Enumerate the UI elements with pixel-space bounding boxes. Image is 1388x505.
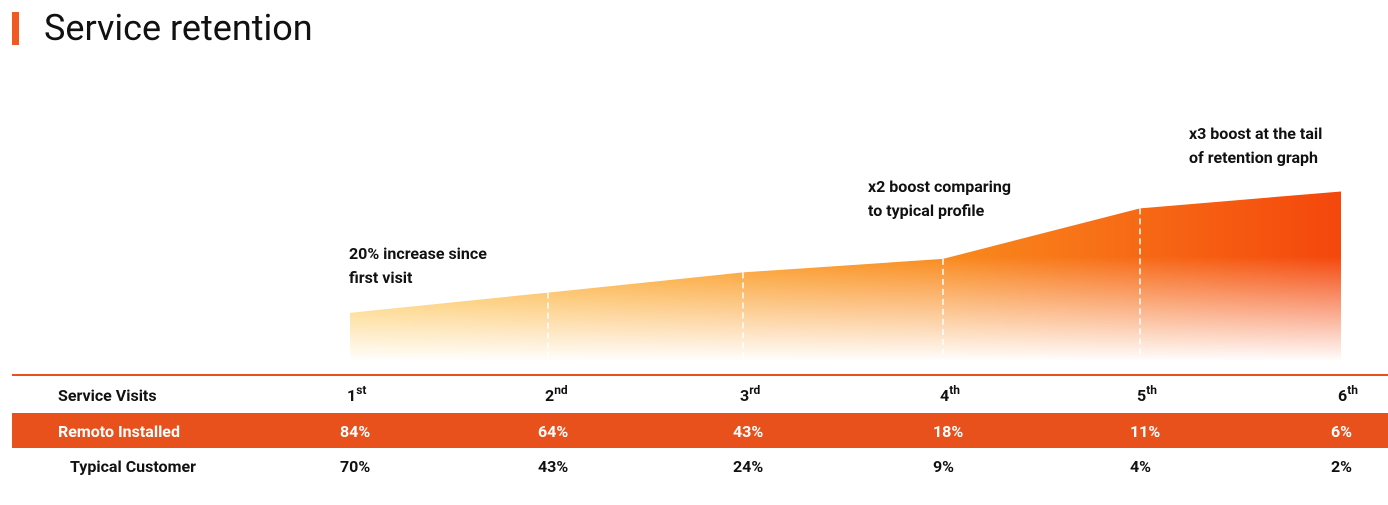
- ordinal-suffix: th: [1347, 383, 1358, 397]
- row-label: Typical Customer: [70, 457, 196, 476]
- ordinal-suffix: th: [949, 383, 960, 397]
- title-accent: [12, 12, 19, 45]
- annotation: x3 boost at the tail: [1189, 124, 1322, 143]
- cell: 64%: [538, 422, 568, 441]
- cell: 84%: [340, 422, 370, 441]
- cell: 2%: [1331, 457, 1352, 476]
- column-header: 4th: [940, 383, 960, 405]
- ordinal-suffix: th: [1146, 383, 1157, 397]
- cell: 24%: [733, 457, 763, 476]
- cell: 43%: [733, 422, 763, 441]
- column-header: 5th: [1137, 383, 1157, 405]
- cell: 9%: [933, 457, 954, 476]
- column-header: 6th: [1338, 383, 1358, 405]
- row-label: Service Visits: [58, 386, 157, 405]
- ordinal: 4: [940, 386, 949, 405]
- title: Service retention: [44, 7, 313, 49]
- cell: 18%: [933, 422, 963, 441]
- ordinal-suffix: rd: [749, 383, 760, 397]
- row-label: Remoto Installed: [58, 422, 180, 441]
- ordinal-suffix: st: [356, 383, 366, 397]
- retention-area: [350, 191, 1341, 360]
- cell: 43%: [538, 457, 568, 476]
- annotation: first visit: [349, 268, 413, 287]
- cell: 11%: [1130, 422, 1160, 441]
- cell: 4%: [1130, 457, 1151, 476]
- ordinal: 2: [545, 386, 554, 405]
- cell: 70%: [340, 457, 370, 476]
- ordinal: 6: [1338, 386, 1347, 405]
- annotation: x2 boost comparing: [868, 177, 1011, 196]
- highlight-row: [12, 413, 1388, 448]
- column-header: 2nd: [545, 383, 568, 405]
- annotation: of retention graph: [1189, 148, 1318, 167]
- cell: 6%: [1331, 422, 1352, 441]
- annotation: to typical profile: [868, 201, 985, 220]
- ordinal-suffix: nd: [554, 383, 568, 397]
- ordinal: 1: [347, 386, 356, 405]
- ordinal: 3: [740, 386, 749, 405]
- column-header: 3rd: [740, 383, 760, 405]
- annotation: 20% increase since: [349, 244, 487, 263]
- column-header: 1st: [347, 383, 366, 405]
- ordinal: 5: [1137, 386, 1146, 405]
